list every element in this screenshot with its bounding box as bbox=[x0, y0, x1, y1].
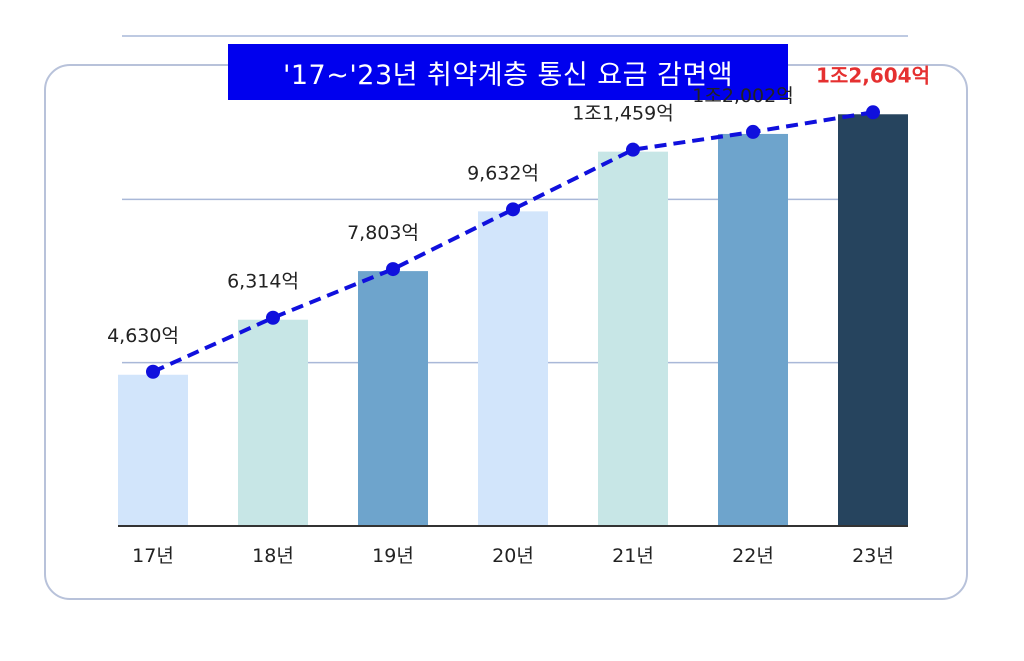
bar-23년 bbox=[838, 114, 908, 526]
bar-20년 bbox=[478, 211, 548, 526]
data-label-21년: 1조1,459억 bbox=[572, 103, 673, 125]
point-19년 bbox=[386, 262, 400, 277]
data-label-17년: 4,630억 bbox=[107, 325, 179, 347]
bar-22년 bbox=[718, 133, 788, 526]
bar-17년 bbox=[118, 374, 188, 526]
x-tick-labels: 17년 18년 19년 20년 21년 22년 23년 bbox=[132, 545, 894, 567]
point-18년 bbox=[266, 310, 280, 325]
bar-19년 bbox=[358, 271, 428, 526]
point-21년 bbox=[626, 142, 640, 157]
x-tick-22년: 22년 bbox=[732, 545, 774, 567]
x-tick-23년: 23년 bbox=[852, 545, 894, 567]
bar-21년 bbox=[598, 151, 668, 526]
data-label-20년: 9,632억 bbox=[467, 162, 539, 184]
data-label-23년: 1조2,604억 bbox=[816, 63, 930, 87]
x-tick-21년: 21년 bbox=[612, 545, 654, 567]
bars bbox=[118, 114, 908, 526]
data-label-19년: 7,803억 bbox=[347, 222, 419, 244]
data-label-18년: 6,314억 bbox=[227, 271, 299, 293]
point-17년 bbox=[146, 364, 160, 379]
x-tick-19년: 19년 bbox=[372, 545, 414, 567]
x-tick-20년: 20년 bbox=[492, 545, 534, 567]
bar-18년 bbox=[238, 319, 308, 526]
point-23년 bbox=[866, 105, 880, 120]
data-labels: 4,630억 6,314억 7,803억 9,632억 1조1,459억 1조2,002억… bbox=[107, 63, 930, 346]
x-tick-17년: 17년 bbox=[132, 545, 174, 567]
data-label-22년: 1조2,002억 bbox=[692, 85, 793, 107]
x-tick-18년: 18년 bbox=[252, 545, 294, 567]
point-22년 bbox=[746, 124, 760, 139]
chart-title: '17~'23년 취약계층 통신 요금 감면액 bbox=[228, 44, 788, 100]
trend-points bbox=[146, 105, 880, 379]
point-20년 bbox=[506, 202, 520, 217]
